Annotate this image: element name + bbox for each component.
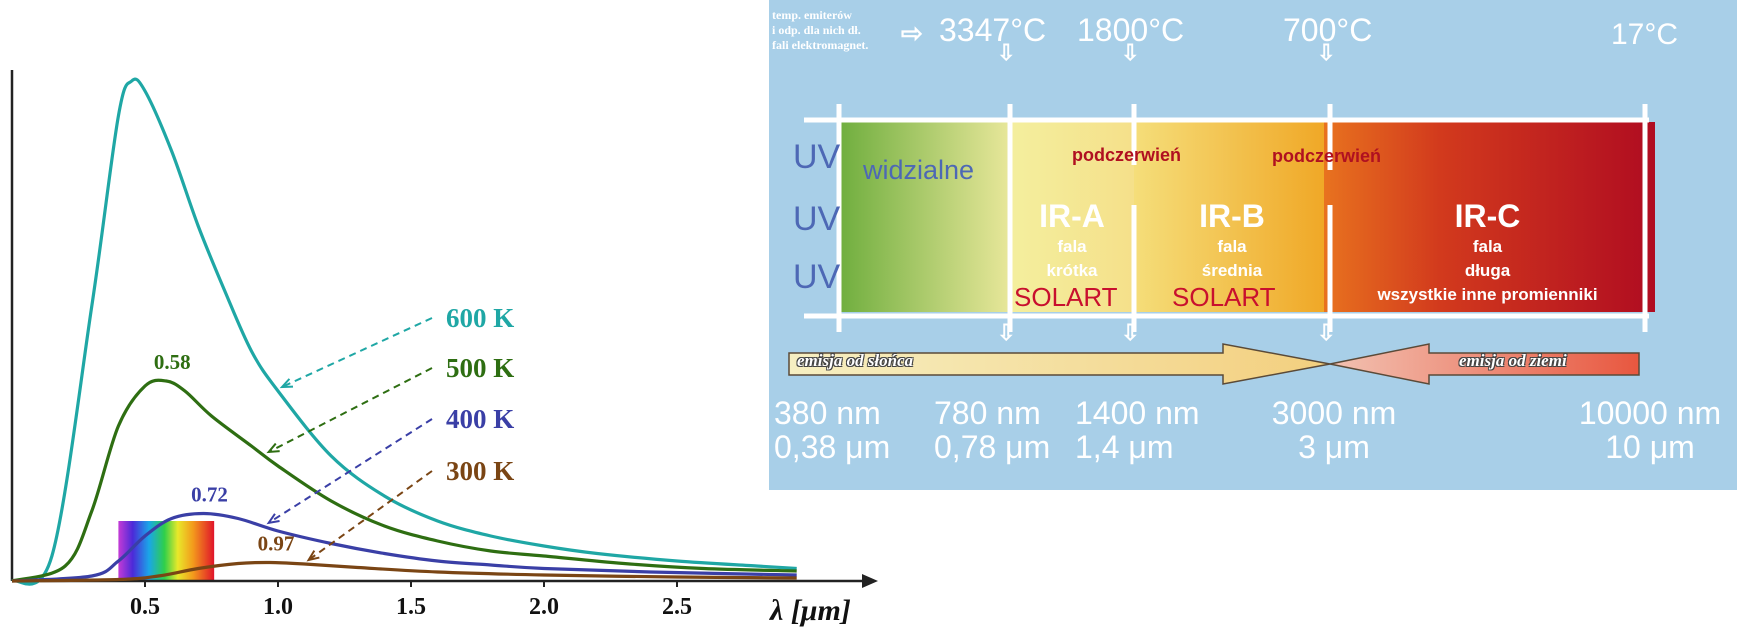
note-arrow-icon: ⇨ bbox=[901, 18, 923, 48]
wavelength-nm: 3000 nm bbox=[1271, 395, 1397, 431]
visible-spectrum-band bbox=[118, 521, 215, 580]
temp-3347: 3347°C bbox=[939, 12, 1047, 48]
peak-annotation-300k: 0.97 bbox=[258, 532, 295, 556]
emission-sun-arrow bbox=[788, 343, 1331, 385]
ir-c-desc-1: fala bbox=[1472, 237, 1503, 256]
spectrum-graphics bbox=[788, 104, 1655, 385]
x-tick-label: 1.5 bbox=[396, 594, 426, 620]
x-axis-label: λ [μm] bbox=[768, 594, 851, 627]
series-line-600k bbox=[11, 77, 797, 586]
visible-spectrum-rect bbox=[118, 521, 215, 580]
x-tick-label: 1.0 bbox=[263, 594, 293, 620]
wavelength-nm: 380 nm bbox=[774, 395, 881, 431]
ir-a-title: IR-A bbox=[1039, 198, 1105, 234]
emission-earth-arrow bbox=[1329, 343, 1640, 385]
band-ir-c bbox=[1324, 122, 1655, 312]
infrared-label-2: podczerwień bbox=[1272, 146, 1382, 166]
uv-label: UV bbox=[793, 138, 841, 176]
emission-earth-label: emisja od ziemi bbox=[1459, 351, 1567, 370]
series-line-500k bbox=[11, 378, 797, 583]
wavelength-um: 10 μm bbox=[1605, 429, 1695, 465]
ir-b-desc-1: fala bbox=[1217, 237, 1247, 256]
wavelength-780: 780 nm 0,78 μm bbox=[934, 396, 1050, 464]
wavelength-380: 380 nm 0,38 μm bbox=[774, 396, 890, 464]
legend-label-600k: 600 K bbox=[446, 303, 514, 333]
ir-c-block: IR-C fala długa wszystkie inne promienni… bbox=[1330, 198, 1645, 307]
ir-c-title: IR-C bbox=[1454, 198, 1521, 234]
wavelength-nm: 1400 nm bbox=[1075, 395, 1200, 431]
down-arrow-icon: ⇩ bbox=[1317, 320, 1336, 345]
band-ir-a bbox=[1010, 122, 1134, 312]
series-curves bbox=[11, 77, 797, 586]
wavelength-um: 0,38 μm bbox=[774, 429, 891, 465]
down-arrow-icon: ⇩ bbox=[997, 40, 1016, 65]
down-arrow-icon: ⇩ bbox=[1317, 40, 1336, 65]
series-line-400k bbox=[11, 511, 797, 583]
peak-annotation-500k: 0.58 bbox=[154, 350, 191, 374]
legend-label-400k: 400 K bbox=[446, 404, 514, 434]
solart-label-ir-b: SOLART bbox=[1172, 282, 1276, 312]
ir-c-desc-2: długa bbox=[1464, 261, 1511, 280]
x-tick-label: 0.5 bbox=[130, 594, 160, 620]
emitter-note: temp. emiterów i odp. dla nich dł. fali … bbox=[772, 8, 868, 53]
legend-label-500k: 500 K bbox=[446, 353, 514, 383]
x-axis-arrow-icon bbox=[862, 574, 878, 588]
uv-label: UV bbox=[793, 258, 841, 296]
wavelength-1400: 1400 nm 1,4 μm bbox=[1075, 396, 1200, 464]
legend-arrow-500k bbox=[268, 367, 433, 453]
x-tick-label: 2.5 bbox=[662, 594, 692, 620]
temp-700: 700°C bbox=[1283, 12, 1373, 48]
temp-1800: 1800°C bbox=[1077, 12, 1185, 48]
note-line-2: i odp. dla nich dł. bbox=[772, 23, 861, 37]
legend-arrow-600k bbox=[281, 317, 433, 388]
infrared-label-1: podczerwień bbox=[1072, 145, 1182, 165]
legend-arrowhead-icon bbox=[279, 378, 294, 389]
ir-c-desc-3: wszystkie inne promienniki bbox=[1377, 285, 1598, 304]
series-line-300k bbox=[11, 560, 797, 583]
peak-annotation-400k: 0.72 bbox=[191, 483, 228, 507]
note-line-1: temp. emiterów bbox=[772, 8, 852, 22]
wavelength-um: 1,4 μm bbox=[1075, 429, 1174, 465]
down-arrow-icon: ⇩ bbox=[997, 320, 1016, 345]
uv-label: UV bbox=[793, 200, 841, 238]
band-ir-b bbox=[1134, 122, 1324, 312]
x-tick-label: 2.0 bbox=[529, 594, 559, 620]
wavelength-3000: 3000 nm 3 μm bbox=[1269, 396, 1399, 464]
ir-a-desc-2: krótka bbox=[1046, 261, 1098, 280]
wavelength-um: 3 μm bbox=[1298, 429, 1370, 465]
ir-a-block: IR-A fala krótka bbox=[1010, 198, 1134, 283]
wavelength-nm: 10000 nm bbox=[1578, 395, 1722, 431]
legend-arrow-300k bbox=[308, 470, 433, 561]
down-arrow-icon: ⇩ bbox=[1121, 320, 1140, 345]
peak-annotations: 0.58 0.72 0.97 bbox=[154, 350, 294, 556]
emission-sun-label: emisja od słońca bbox=[797, 351, 914, 370]
wavelength-um: 0,78 μm bbox=[934, 429, 1051, 465]
x-tick-labels: 0.5 1.0 1.5 2.0 2.5 bbox=[130, 581, 692, 620]
down-arrow-icon: ⇩ bbox=[1121, 40, 1140, 65]
legend-arrow-400k bbox=[268, 418, 433, 524]
ir-b-title: IR-B bbox=[1199, 198, 1265, 234]
legend-arrowhead-icon bbox=[306, 550, 320, 562]
ir-b-block: IR-B fala średnia bbox=[1134, 198, 1330, 283]
spectrum-panel: temp. emiterów i odp. dla nich dł. fali … bbox=[769, 0, 1737, 490]
temp-17: 17°C bbox=[1611, 18, 1679, 51]
wavelength-10000: 10000 nm 10 μm bbox=[1565, 396, 1735, 464]
legend-label-300k: 300 K bbox=[446, 456, 514, 486]
band-visible bbox=[839, 122, 1010, 312]
solart-label-ir-a: SOLART bbox=[1014, 282, 1118, 312]
note-line-3: fali elektromagnet. bbox=[772, 38, 869, 52]
wavelength-nm: 780 nm bbox=[934, 395, 1041, 431]
ir-a-desc-1: fala bbox=[1057, 237, 1087, 256]
legend-arrowhead-icon bbox=[266, 442, 280, 454]
planck-chart: 0.5 1.0 1.5 2.0 2.5 0.58 0.72 0.97 600 K 500 K 4… bbox=[10, 70, 878, 627]
ir-b-desc-2: średnia bbox=[1201, 261, 1263, 280]
legend: 600 K 500 K 400 K 300 K bbox=[266, 303, 514, 562]
visible-label: widzialne bbox=[863, 155, 975, 185]
legend-arrowhead-icon bbox=[266, 513, 280, 525]
chart-axes bbox=[10, 70, 878, 588]
